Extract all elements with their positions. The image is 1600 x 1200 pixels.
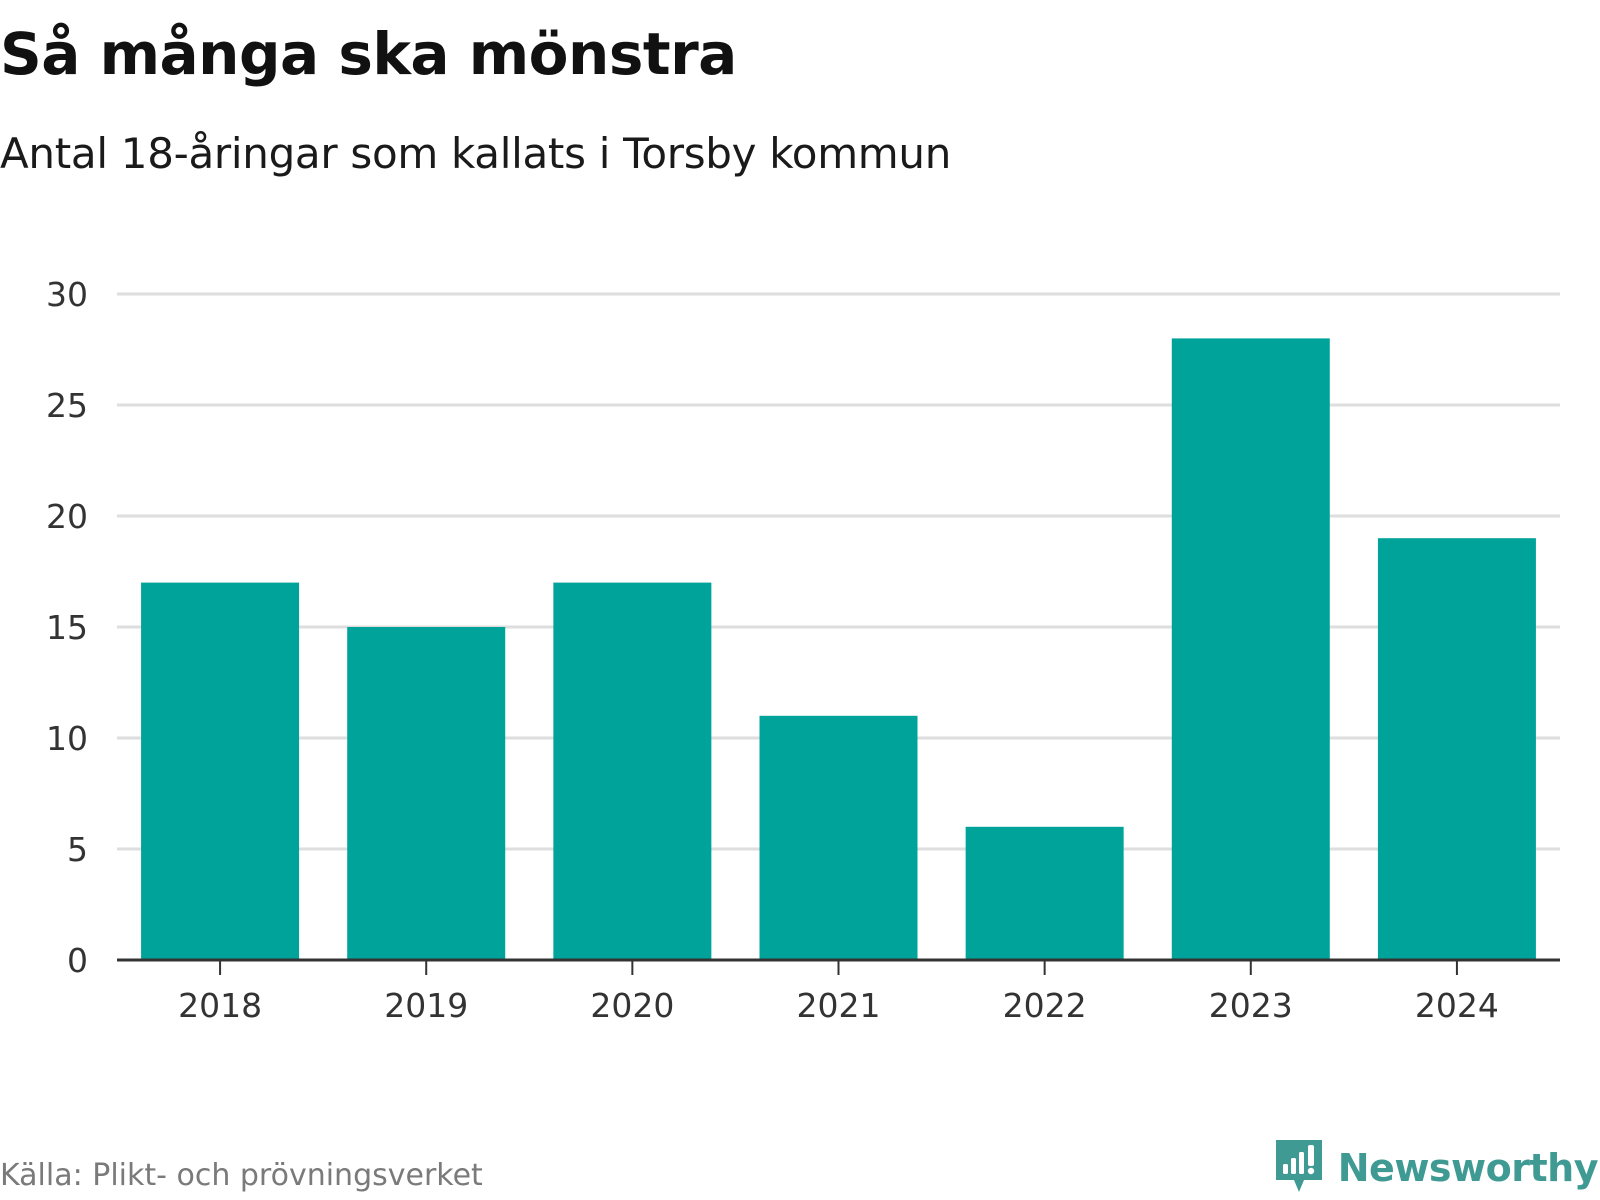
- brand-logo: Newsworthy: [1274, 1140, 1599, 1196]
- bars: [141, 338, 1536, 960]
- bar-2018: [141, 582, 300, 960]
- x-tick-label-2023: 2023: [1209, 986, 1293, 1025]
- y-axis-ticks: 0 5 10 15 20 25 30: [46, 275, 88, 980]
- newsworthy-logo-icon: [1275, 1140, 1322, 1192]
- x-tick-label-2019: 2019: [384, 986, 468, 1025]
- y-tick-label: 25: [46, 386, 88, 425]
- x-tick-label-2021: 2021: [797, 986, 881, 1025]
- bar-2019: [347, 627, 506, 960]
- x-tick-label-2024: 2024: [1415, 986, 1499, 1025]
- bar-2023: [1171, 338, 1330, 960]
- y-tick-label: 0: [67, 941, 88, 980]
- y-tick-label: 20: [46, 497, 88, 536]
- bar-chart: 0 5 10 15 20 25 30 2018 2019 2020 2021 2022 2023 202…: [46, 275, 1560, 1025]
- y-tick-label: 5: [67, 830, 88, 869]
- x-tick-label-2018: 2018: [178, 986, 262, 1025]
- y-tick-label: 10: [46, 719, 88, 758]
- chart-subtitle: Antal 18-åringar som kallats i Torsby ko…: [0, 129, 952, 178]
- bar-2021: [759, 715, 918, 960]
- bar-2022: [965, 826, 1124, 960]
- bar-2024: [1377, 538, 1536, 960]
- x-tick-label-2020: 2020: [590, 986, 674, 1025]
- source-note: Källa: Plikt- och prövningsverket: [0, 1158, 483, 1193]
- y-tick-label: 15: [46, 608, 88, 647]
- x-axis-ticks: 2018 2019 2020 2021 2022 2023 2024: [178, 960, 1499, 1025]
- bar-2020: [553, 582, 712, 960]
- y-tick-label: 30: [46, 275, 88, 314]
- chart-title: Så många ska mönstra: [0, 20, 737, 88]
- brand-name: Newsworthy: [1337, 1146, 1599, 1190]
- x-tick-label-2022: 2022: [1003, 986, 1087, 1025]
